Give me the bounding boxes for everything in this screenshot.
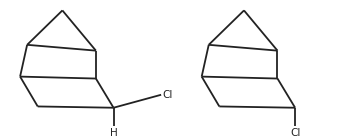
Text: H: H bbox=[110, 128, 118, 138]
Text: Cl: Cl bbox=[290, 128, 300, 138]
Text: Cl: Cl bbox=[162, 90, 173, 100]
